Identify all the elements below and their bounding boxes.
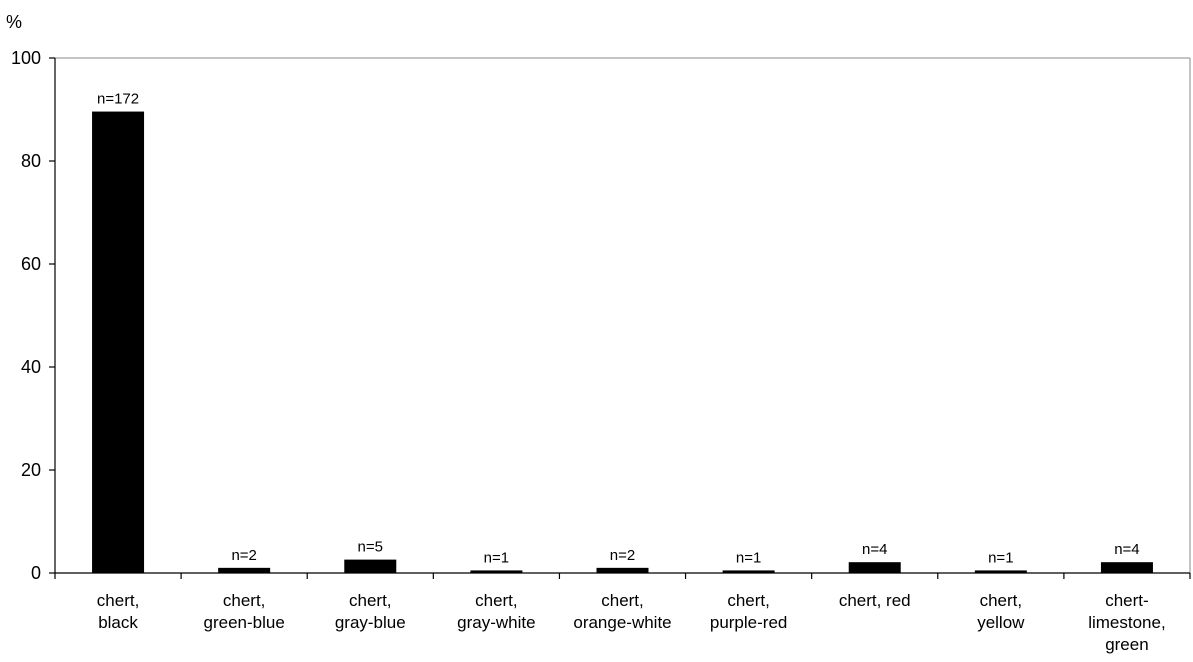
y-tick-label: 100: [11, 48, 41, 68]
bar: [344, 559, 397, 573]
bars: [92, 111, 1153, 573]
bar-data-label: n=1: [484, 549, 509, 566]
bar-data-label: n=4: [862, 541, 887, 558]
y-tick-label: 40: [21, 357, 41, 377]
x-category-label: chert, green-blue: [204, 591, 285, 632]
data-labels: n=172 n=2 n=5 n=1 n=2 n=1 n=4 n=1 n=4: [97, 91, 1140, 567]
bar: [92, 111, 145, 573]
bar: [596, 567, 649, 573]
x-category-label: chert, red: [839, 591, 911, 610]
x-category-label: chert, gray-white: [457, 591, 535, 632]
axes: [54, 58, 1190, 574]
bar-data-label: n=172: [97, 91, 139, 108]
y-axis-ticks: 0 20 40 60 80 100: [11, 48, 55, 583]
bar-data-label: n=4: [1114, 541, 1139, 558]
bar: [218, 567, 271, 573]
x-axis-ticks: chert, black chert, green-blue chert, gray-bl…: [54, 573, 1191, 654]
x-category-label: chert, orange-white: [573, 591, 671, 632]
x-category-label: chert, gray-blue: [335, 591, 406, 632]
y-tick-label: 0: [31, 563, 41, 583]
x-category-label: chert, black: [97, 591, 140, 632]
bar-data-label: n=1: [988, 549, 1013, 566]
bar-data-label: n=2: [610, 547, 635, 564]
y-tick-label: 20: [21, 460, 41, 480]
bar: [1100, 562, 1153, 573]
bar-data-label: n=1: [736, 549, 761, 566]
bar: [722, 570, 775, 573]
bar: [848, 562, 901, 573]
bar: [974, 570, 1027, 573]
bar-data-label: n=2: [231, 547, 256, 564]
y-tick-label: 80: [21, 151, 41, 171]
y-tick-label: 60: [21, 254, 41, 274]
x-category-label: chert, yellow: [977, 591, 1025, 632]
x-category-label: chert, purple-red: [710, 591, 788, 632]
bar: [470, 570, 523, 573]
y-axis-unit-label: %: [6, 12, 22, 32]
bar-data-label: n=5: [358, 539, 383, 556]
plot-frame: [55, 57, 1191, 573]
x-category-label: chert-limestone, green: [1088, 591, 1165, 654]
